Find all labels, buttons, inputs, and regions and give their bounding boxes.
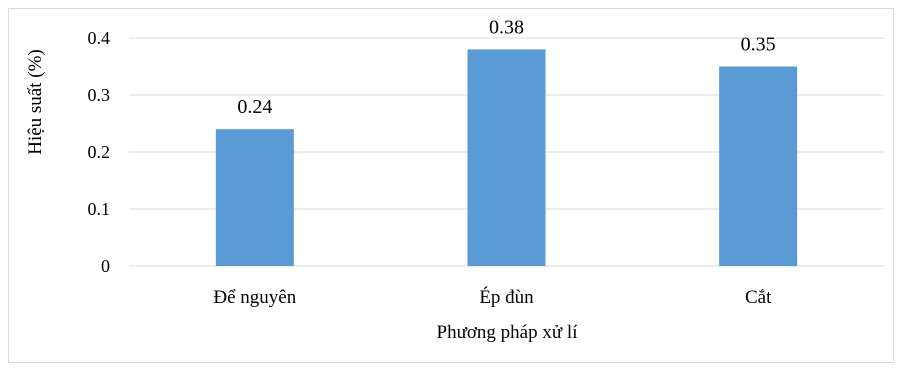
y-tick-label: 0.3	[88, 85, 111, 105]
x-axis-title: Phương pháp xử lí	[437, 322, 579, 343]
data-label: 0.38	[489, 16, 524, 38]
y-tick-labels: 0 0.1 0.2 0.3 0.4	[88, 28, 111, 276]
bar	[719, 66, 798, 266]
bar	[215, 129, 294, 266]
data-label: 0.35	[741, 34, 776, 56]
x-category-label: Để nguyên	[213, 287, 296, 308]
x-category-label: Ép đùn	[479, 286, 534, 308]
y-tick-label: 0	[101, 256, 110, 276]
y-tick-label: 0.4	[88, 28, 111, 48]
bars	[215, 49, 798, 267]
y-tick-label: 0.1	[88, 199, 111, 219]
y-tick-label: 0.2	[88, 142, 111, 162]
data-label: 0.24	[237, 96, 272, 118]
x-category-label: Cắt	[745, 287, 772, 308]
bar	[467, 49, 546, 267]
data-labels: 0.24 0.38 0.35	[237, 16, 775, 118]
y-axis-title: Hiệu suất (%)	[25, 49, 46, 155]
x-category-labels: Để nguyên Ép đùn Cắt	[213, 286, 772, 308]
